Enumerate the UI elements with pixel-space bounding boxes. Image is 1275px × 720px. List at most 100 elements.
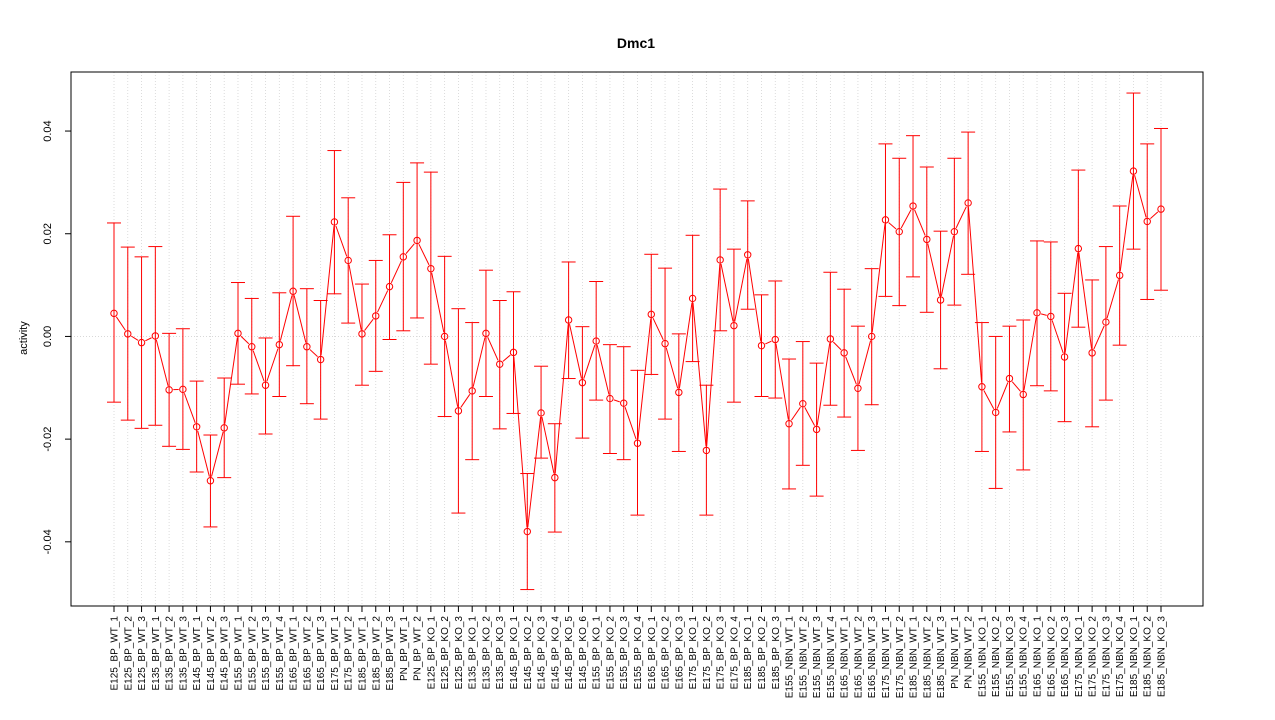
series-line-segment [309, 349, 318, 358]
series-line-segment [1119, 175, 1134, 272]
x-tick-label: E175_BP_KO_4 [729, 616, 740, 690]
data-point [151, 332, 160, 340]
x-tick-label: E165_BP_KO_3 [674, 616, 685, 690]
data-point [1129, 167, 1138, 175]
x-tick-label: E165_BP_WT_3 [316, 616, 327, 691]
series-line-segment [541, 416, 555, 474]
x-tick-label: E125_BP_WT_3 [137, 616, 148, 691]
x-tick-label: E125_BP_WT_2 [123, 616, 134, 691]
data-point [523, 527, 531, 536]
grid [71, 72, 1203, 606]
x-tick-label: E135_BP_KO_2 [481, 616, 492, 690]
x-tick-label: E145_BP_KO_6 [578, 616, 589, 690]
x-tick-label: E185_BP_KO_2 [757, 616, 768, 690]
data-point [124, 330, 132, 338]
data-point [744, 251, 752, 259]
chart-title: Dmc1 [617, 35, 655, 51]
series-line-segment [131, 335, 139, 341]
data-point [564, 316, 573, 324]
series-line-segment [665, 347, 679, 389]
series-line-segment [596, 345, 610, 395]
series [107, 92, 1168, 591]
series-line-segment [224, 337, 238, 424]
x-tick-label: E185_NBN_WT_1 [909, 616, 920, 699]
data-point [344, 256, 352, 265]
x-tick-label: E175_BP_KO_2 [702, 616, 713, 690]
series-line-segment [858, 340, 872, 385]
series-line-segment [871, 223, 886, 333]
data-point [950, 227, 959, 236]
data-point [1157, 205, 1165, 213]
series-line-segment [678, 302, 693, 389]
x-tick-label: E125_BP_WT_1 [110, 616, 121, 691]
data-point [110, 309, 118, 318]
data-point [1060, 353, 1069, 361]
data-point [799, 399, 807, 408]
series-line-segment [145, 337, 152, 342]
data-point [316, 355, 325, 364]
data-point [647, 310, 655, 319]
series-line-segment [405, 243, 415, 254]
data-point [909, 202, 917, 210]
series-line-segment [472, 337, 486, 387]
x-tick-label: E185_BP_WT_1 [357, 616, 368, 691]
x-tick-label: E135_BP_KO_3 [495, 616, 506, 690]
x-tick-label: E185_NBN_WT_3 [936, 616, 947, 699]
series-line-segment [832, 341, 842, 351]
data-point [716, 256, 724, 264]
data-point [248, 343, 256, 351]
data-point [1047, 312, 1055, 321]
data-point [220, 424, 228, 432]
data-point [551, 473, 559, 482]
x-tick-label: E155_BP_KO_1 [592, 616, 603, 690]
series-line-segment [734, 258, 748, 322]
data-point [812, 425, 821, 434]
series-line-segment [1051, 320, 1064, 354]
series-line-segment [444, 340, 459, 407]
series-line-segment [927, 243, 941, 296]
data-point [165, 386, 173, 394]
series-line-segment [1011, 381, 1021, 392]
x-tick-label: E165_BP_KO_2 [661, 616, 672, 690]
x-tick-label: PN_NBN_WT_1 [950, 616, 961, 689]
x-tick-label: E155_BP_WT_3 [261, 616, 272, 691]
data-point [1074, 244, 1083, 253]
data-point [826, 335, 835, 343]
x-tick-label: E175_NBN_KO_2 [1088, 616, 1099, 698]
y-tick-label: -0.04 [42, 529, 54, 554]
x-tick-label: E185_BP_WT_3 [385, 616, 396, 691]
x-tick-label: E175_NBN_KO_4 [1115, 616, 1126, 698]
x-tick-label: E125_BP_KO_1 [426, 616, 437, 690]
x-tick-label: E155_NBN_WT_1 [785, 616, 796, 699]
x-tick-label: E185_NBN_KO_2 [1143, 616, 1154, 698]
data-point [509, 348, 518, 357]
x-tick-label: E155_NBN_KO_4 [1019, 616, 1030, 698]
data-point [606, 394, 614, 403]
x-tick-label: E135_BP_WT_1 [151, 616, 162, 691]
data-point [854, 384, 862, 392]
x-tick-label: E175_BP_WT_2 [344, 616, 355, 691]
series-line-segment [335, 225, 348, 257]
data-point [991, 408, 1000, 417]
series-line-segment [377, 290, 389, 313]
x-tick-label: E155_BP_KO_4 [633, 616, 644, 690]
series-line-segment [637, 318, 652, 440]
series-line-segment [115, 316, 126, 331]
data-point [1005, 374, 1014, 383]
x-tick-label: E155_NBN_KO_3 [1005, 616, 1016, 698]
data-point [620, 399, 628, 407]
series-line-segment [487, 336, 499, 361]
series-line-segment [155, 339, 169, 386]
data-point [234, 329, 242, 338]
x-tick-label: E155_NBN_KO_1 [977, 616, 988, 698]
series-line-segment [460, 394, 471, 408]
data-point [895, 227, 903, 236]
x-tick-label: E175_BP_WT_1 [330, 616, 341, 691]
data-point [688, 294, 697, 303]
data-point [468, 387, 476, 395]
data-point [771, 335, 779, 344]
x-tick-label: PN_BP_WT_2 [413, 616, 424, 681]
data-point [592, 337, 600, 345]
x-tick-label: E155_BP_KO_3 [619, 616, 630, 690]
